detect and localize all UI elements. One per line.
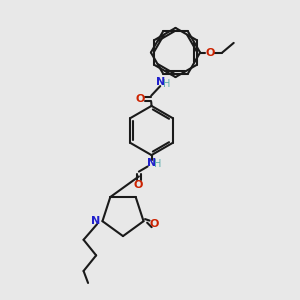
Text: H: H [163,79,170,89]
Text: N: N [156,77,165,87]
Text: O: O [135,94,145,104]
Text: O: O [205,47,214,58]
Text: H: H [154,159,162,170]
Text: N: N [91,216,101,226]
Text: O: O [149,219,159,229]
Text: O: O [134,180,143,190]
Text: N: N [147,158,156,169]
